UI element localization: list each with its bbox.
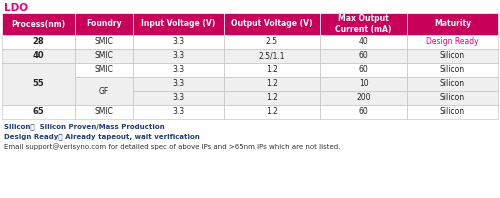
Bar (224, 91, 320, 105)
Bar (224, 13, 320, 35)
Bar (224, 105, 320, 119)
Bar (132, 63, 224, 77)
Bar (132, 105, 224, 119)
Text: 10: 10 (358, 80, 368, 89)
Text: GF: GF (98, 87, 109, 95)
Text: Silicon: Silicon (440, 80, 465, 89)
Bar (2, 13, 74, 35)
Text: 2.5: 2.5 (266, 37, 278, 47)
Bar (320, 63, 407, 77)
Bar (2, 63, 74, 105)
Text: Maturity: Maturity (434, 19, 471, 29)
Text: Silicon: Silicon (440, 93, 465, 103)
Bar (407, 91, 498, 105)
Text: Foundry: Foundry (86, 19, 122, 29)
Text: Silicon: Silicon (440, 108, 465, 116)
Bar (407, 63, 498, 77)
Bar (132, 49, 224, 63)
Text: Max Output
Current (mA): Max Output Current (mA) (336, 14, 392, 34)
Bar (224, 35, 320, 49)
Text: 1.2: 1.2 (266, 66, 278, 74)
Text: Output Voltage (V): Output Voltage (V) (231, 19, 312, 29)
Text: 60: 60 (358, 51, 368, 61)
Text: SMIC: SMIC (94, 51, 113, 61)
Text: Email support@verisyno.com for detailed spec of above IPs and >65nm IPs which ar: Email support@verisyno.com for detailed … (4, 143, 340, 150)
Bar (74, 105, 132, 119)
Text: Design Ready： Already tapeout, wait verification: Design Ready： Already tapeout, wait veri… (4, 133, 200, 140)
Text: SMIC: SMIC (94, 66, 113, 74)
Bar (320, 49, 407, 63)
Text: 1.2: 1.2 (266, 93, 278, 103)
Bar (320, 105, 407, 119)
Text: 65: 65 (32, 108, 44, 116)
Text: 3.3: 3.3 (172, 37, 184, 47)
Bar (407, 13, 498, 35)
Bar (224, 49, 320, 63)
Bar (132, 13, 224, 35)
Text: Silicon: Silicon (440, 66, 465, 74)
Text: 60: 60 (358, 66, 368, 74)
Text: 60: 60 (358, 108, 368, 116)
Bar (320, 13, 407, 35)
Text: 1.2: 1.2 (266, 108, 278, 116)
Bar (320, 91, 407, 105)
Text: 3.3: 3.3 (172, 93, 184, 103)
Text: 28: 28 (32, 37, 44, 47)
Bar (74, 49, 132, 63)
Bar (407, 49, 498, 63)
Bar (320, 77, 407, 91)
Bar (74, 35, 132, 49)
Bar (2, 105, 74, 119)
Text: Silicon: Silicon (440, 51, 465, 61)
Bar (407, 35, 498, 49)
Text: 3.3: 3.3 (172, 66, 184, 74)
Bar (74, 13, 132, 35)
Text: Silicon：  Silicon Proven/Mass Production: Silicon： Silicon Proven/Mass Production (4, 123, 164, 130)
Bar (74, 77, 132, 105)
Bar (132, 35, 224, 49)
Bar (224, 77, 320, 91)
Bar (320, 35, 407, 49)
Bar (132, 77, 224, 91)
Text: Process(nm): Process(nm) (12, 19, 66, 29)
Text: 1.2: 1.2 (266, 80, 278, 89)
Bar (74, 63, 132, 77)
Text: 40: 40 (32, 51, 44, 61)
Text: SMIC: SMIC (94, 108, 113, 116)
Text: 3.3: 3.3 (172, 80, 184, 89)
Text: Design Ready: Design Ready (426, 37, 479, 47)
Bar (132, 91, 224, 105)
Text: SMIC: SMIC (94, 37, 113, 47)
Bar (407, 77, 498, 91)
Bar (407, 105, 498, 119)
Text: 3.3: 3.3 (172, 108, 184, 116)
Text: 200: 200 (356, 93, 371, 103)
Text: 2.5/1.1: 2.5/1.1 (258, 51, 285, 61)
Text: LDO: LDO (4, 3, 28, 13)
Bar (224, 63, 320, 77)
Bar (2, 35, 74, 49)
Text: Input Voltage (V): Input Voltage (V) (141, 19, 215, 29)
Bar (2, 49, 74, 63)
Text: 40: 40 (358, 37, 368, 47)
Text: 55: 55 (32, 80, 44, 89)
Text: 3.3: 3.3 (172, 51, 184, 61)
